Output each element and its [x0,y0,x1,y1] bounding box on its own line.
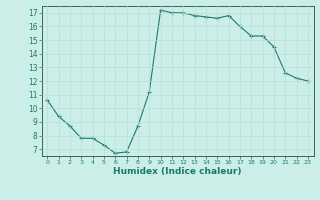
X-axis label: Humidex (Indice chaleur): Humidex (Indice chaleur) [113,167,242,176]
